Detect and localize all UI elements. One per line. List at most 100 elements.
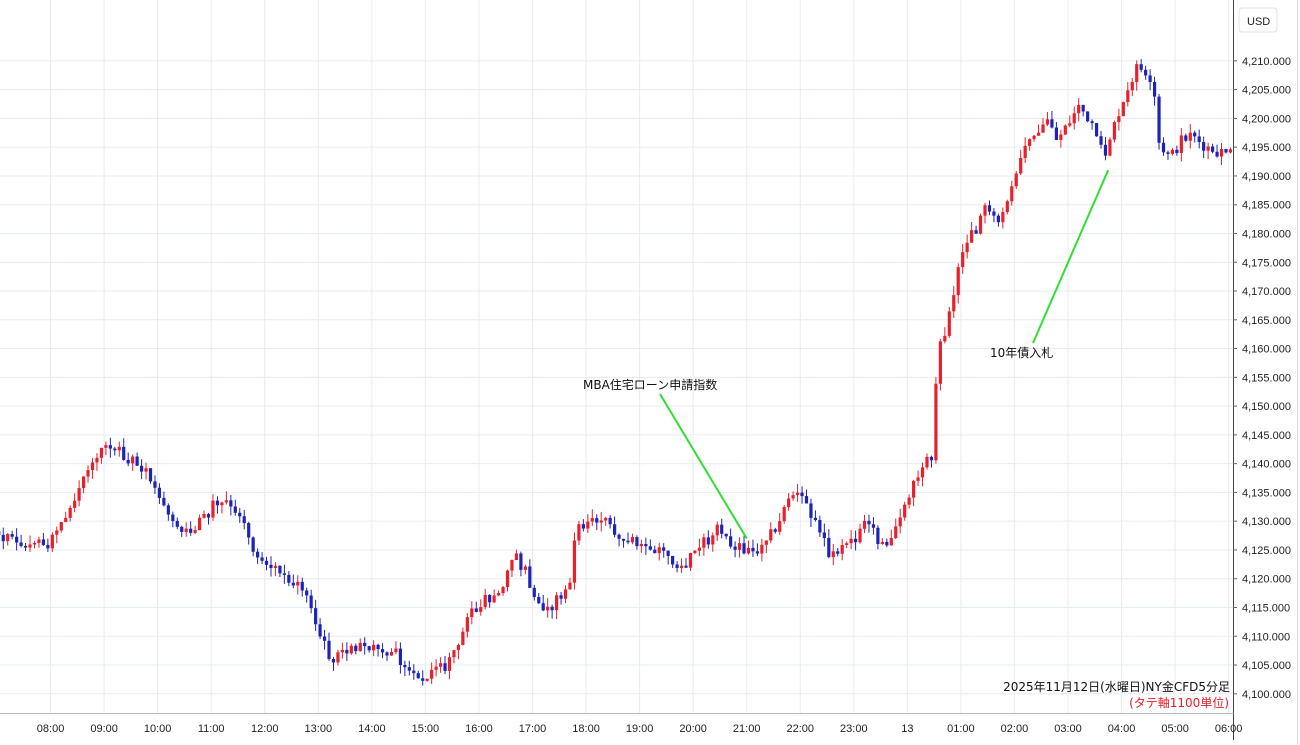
candle-body (662, 547, 666, 551)
candle-body (465, 617, 469, 632)
candle-body (554, 595, 559, 611)
candle-body (1197, 136, 1201, 143)
candle-body (675, 564, 679, 568)
candle-body (1219, 149, 1224, 157)
candle-body (1068, 123, 1072, 126)
candle-body (537, 596, 541, 604)
candle-body (889, 538, 893, 546)
y-tick-label: 4,180.000 (1242, 228, 1291, 240)
candle-body (264, 560, 269, 565)
candle-body (876, 527, 880, 544)
candle-body (492, 595, 496, 603)
candle-body (1170, 149, 1175, 154)
candle-body (684, 565, 688, 568)
candle-body (898, 517, 902, 527)
candle-body (1094, 123, 1099, 137)
x-tick-label: 05:00 (1161, 723, 1189, 735)
x-tick-label: 01:00 (947, 723, 975, 735)
candle-body (479, 607, 483, 612)
annotations: MBA住宅ローン申請指数 10年債入札 (583, 169, 1110, 539)
candle-body (1, 534, 5, 542)
candle-body (166, 505, 170, 515)
candle-body (314, 608, 318, 625)
x-tick-label: 23:00 (840, 723, 868, 735)
candle-body (514, 553, 519, 561)
candle-body (1152, 81, 1157, 97)
candle-body (1103, 144, 1108, 156)
candle-body (617, 534, 621, 539)
candle-body (1041, 124, 1045, 133)
candle-body (523, 566, 527, 570)
candle-body (220, 502, 224, 506)
candle-body (157, 487, 162, 498)
candle-body (113, 448, 117, 451)
candle-body (247, 523, 251, 538)
candle-body (1054, 127, 1058, 140)
candle-body (1166, 152, 1170, 154)
x-tick-label: 14:00 (358, 723, 386, 735)
candle-body (693, 550, 697, 554)
candle-body (1224, 149, 1228, 153)
candle-body (139, 465, 144, 472)
candle-body (403, 665, 407, 668)
currency-label-box[interactable] (1238, 7, 1278, 33)
candle-body (590, 518, 594, 522)
x-tick-label: 15:00 (412, 723, 440, 735)
x-tick-label: 13:00 (305, 723, 333, 735)
y-tick-label: 4,140.000 (1242, 459, 1291, 471)
candle-body (907, 497, 911, 505)
candle-body (376, 644, 380, 650)
candle-body (666, 550, 670, 556)
y-tick-label: 4,130.000 (1242, 516, 1291, 528)
candle-body (162, 497, 166, 506)
candle-body (1117, 116, 1121, 123)
candle-body (568, 582, 572, 590)
candle-body (73, 500, 77, 508)
y-tick-label: 4,120.000 (1242, 574, 1291, 586)
candle-body (398, 648, 403, 666)
candle-body (961, 252, 965, 268)
candle-body (28, 544, 32, 548)
candle-body (117, 446, 121, 451)
candle-body (1086, 111, 1090, 122)
candle-body (992, 211, 996, 216)
candle-body (131, 456, 135, 464)
candle-body (648, 546, 652, 550)
candle-body (474, 608, 478, 612)
candle-body (6, 534, 10, 542)
candle-body (760, 544, 764, 554)
candle-body (563, 589, 568, 599)
candle-body (956, 267, 960, 296)
candle-body (41, 539, 46, 545)
candle-body (291, 582, 295, 586)
candle-body (19, 542, 23, 546)
candle-body (1161, 142, 1166, 153)
candle-body (461, 631, 465, 645)
candle-body (929, 456, 934, 461)
candle-body (613, 524, 617, 535)
candle-body (720, 524, 724, 534)
candle-body (349, 645, 353, 654)
candle-body (1228, 149, 1233, 153)
candle-body (1210, 146, 1215, 152)
candle-body (1126, 90, 1130, 103)
candle-body (965, 242, 969, 253)
x-tick-label: 19:00 (626, 723, 654, 735)
candle-body (836, 551, 840, 554)
candle-body (706, 537, 710, 545)
y-tick-label: 4,150.000 (1242, 401, 1291, 413)
candle-body (64, 517, 68, 523)
candle-body (880, 541, 884, 544)
annotation-label: 10年債入札 (990, 345, 1053, 360)
candle-body (180, 526, 184, 532)
candle-body (635, 537, 639, 547)
candle-body (305, 590, 309, 596)
candle-body (653, 549, 657, 554)
candle-body (911, 480, 916, 498)
candle-body (483, 594, 487, 608)
candle-body (300, 581, 304, 591)
candle-body (99, 447, 104, 458)
y-tick-label: 4,200.000 (1242, 113, 1291, 125)
candle-body (599, 520, 603, 523)
